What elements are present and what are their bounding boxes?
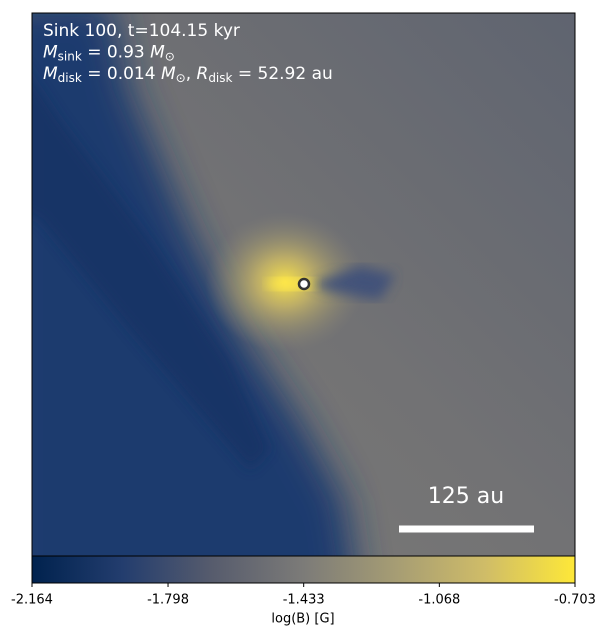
annotation-part: , [186,64,197,84]
annotation-part: M [43,43,58,63]
annotation-part: disk [58,71,82,85]
annotation-part: sink [58,49,82,63]
colorbar-tick-label: -1.798 [147,593,189,608]
scale-bar-label: 125 au [428,484,504,509]
annotation: Sink 100, t=104.15 kyr [43,21,240,41]
annotation-part: ⊙ [176,71,186,85]
annotation-part: = 0.93 [82,43,150,63]
colorbar-tick-label: -0.703 [554,593,596,608]
annotation-part: Sink 100, t=104.15 kyr [43,21,240,41]
annotation-part: = 0.014 [82,64,161,84]
colorbar-tick-label: -1.068 [418,593,460,608]
annotation-part: = 52.92 au [232,64,332,84]
annotation-part: M [161,64,176,84]
annotation-part: R [197,64,209,84]
field-map [32,13,575,556]
annotation: Mdisk = 0.014 M⊙, Rdisk = 52.92 au [43,64,333,85]
annotation-part: M [43,64,58,84]
sink-marker [297,277,311,291]
colorbar-label: log(B) [G] [271,612,334,627]
annotation-part: M [150,43,165,63]
annotation: Msink = 0.93 M⊙ [43,43,175,64]
annotation-part: ⊙ [165,49,175,63]
colorbar-tick-label: -1.433 [283,593,325,608]
colorbar [31,555,576,584]
colorbar-tick-label: -2.164 [11,593,53,608]
annotation-part: disk [208,71,232,85]
